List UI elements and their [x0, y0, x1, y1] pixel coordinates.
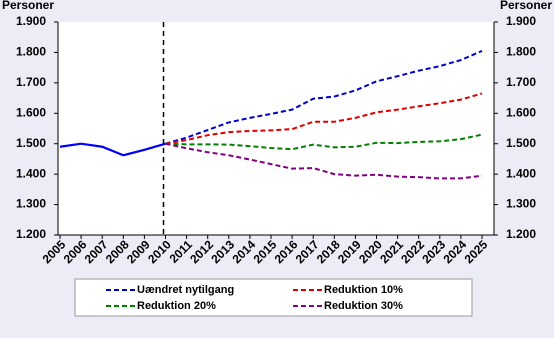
y2-tick-label: 1.300: [506, 197, 536, 211]
y-tick-label: 1.400: [16, 166, 46, 180]
series-line: [59, 142, 166, 157]
legend-label: Reduktion 10%: [324, 284, 403, 296]
y2-tick-label: 1.200: [506, 227, 536, 241]
y2-tick-label: 1.400: [506, 166, 536, 180]
y2-tick-label: 1.700: [506, 75, 536, 89]
y2-tick-label: 1.500: [506, 136, 536, 150]
y-tick-label: 1.300: [16, 197, 46, 211]
y-tick-label: 1.600: [16, 105, 46, 119]
y-tick-label: 1.200: [16, 227, 46, 241]
y2-tick-label: 1.800: [506, 45, 536, 59]
y-tick-label: 1.500: [16, 136, 46, 150]
y2-tick-label: 1.600: [506, 105, 536, 119]
series-line: [165, 133, 483, 151]
x-tick-label: 2025: [462, 237, 491, 266]
y-tick-label: 1.900: [16, 14, 46, 28]
y-tick-label: 1.700: [16, 75, 46, 89]
series-line: [165, 142, 483, 180]
series-line: [165, 92, 483, 145]
series-line: [165, 49, 483, 145]
y2-tick-label: 1.900: [506, 14, 536, 28]
legend-label: Reduktion 20%: [137, 300, 216, 312]
plot-area: [58, 22, 494, 235]
legend-label: Uændret nytilgang: [137, 284, 234, 296]
y2-axis-label: Personer: [500, 0, 552, 12]
y-axis-label: Personer: [2, 0, 54, 12]
legend-label: Reduktion 30%: [324, 300, 403, 312]
legend: [74, 278, 473, 317]
y-tick-label: 1.800: [16, 45, 46, 59]
